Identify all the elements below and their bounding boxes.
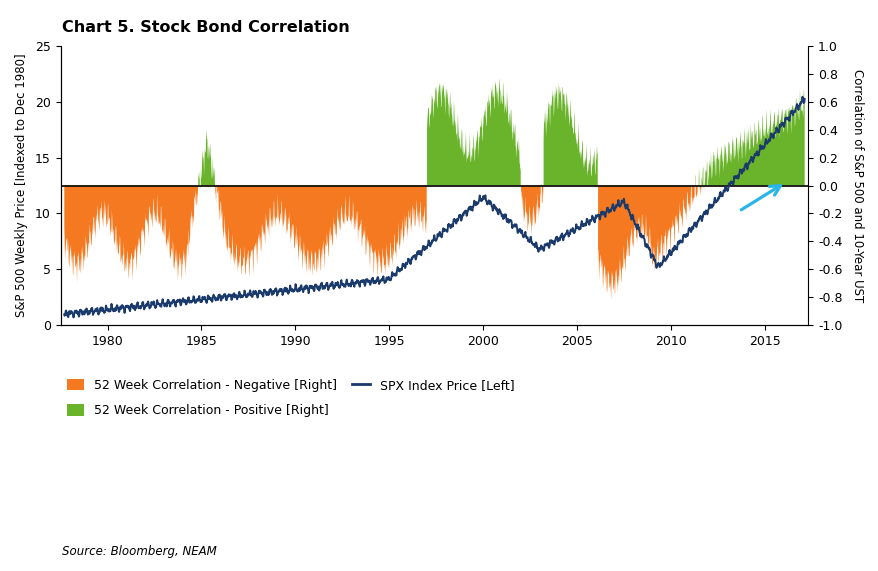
Text: Source: Bloomberg, NEAM: Source: Bloomberg, NEAM: [61, 545, 216, 558]
Text: Chart 5. Stock Bond Correlation: Chart 5. Stock Bond Correlation: [61, 20, 349, 35]
Legend: 52 Week Correlation - Positive [Right]: 52 Week Correlation - Positive [Right]: [67, 404, 328, 417]
Y-axis label: Correlation of S&P 500 and 10-Year UST: Correlation of S&P 500 and 10-Year UST: [850, 69, 863, 302]
Y-axis label: S&P 500 Weekly Price [Indexed to Dec 1980]: S&P 500 Weekly Price [Indexed to Dec 198…: [15, 54, 28, 317]
